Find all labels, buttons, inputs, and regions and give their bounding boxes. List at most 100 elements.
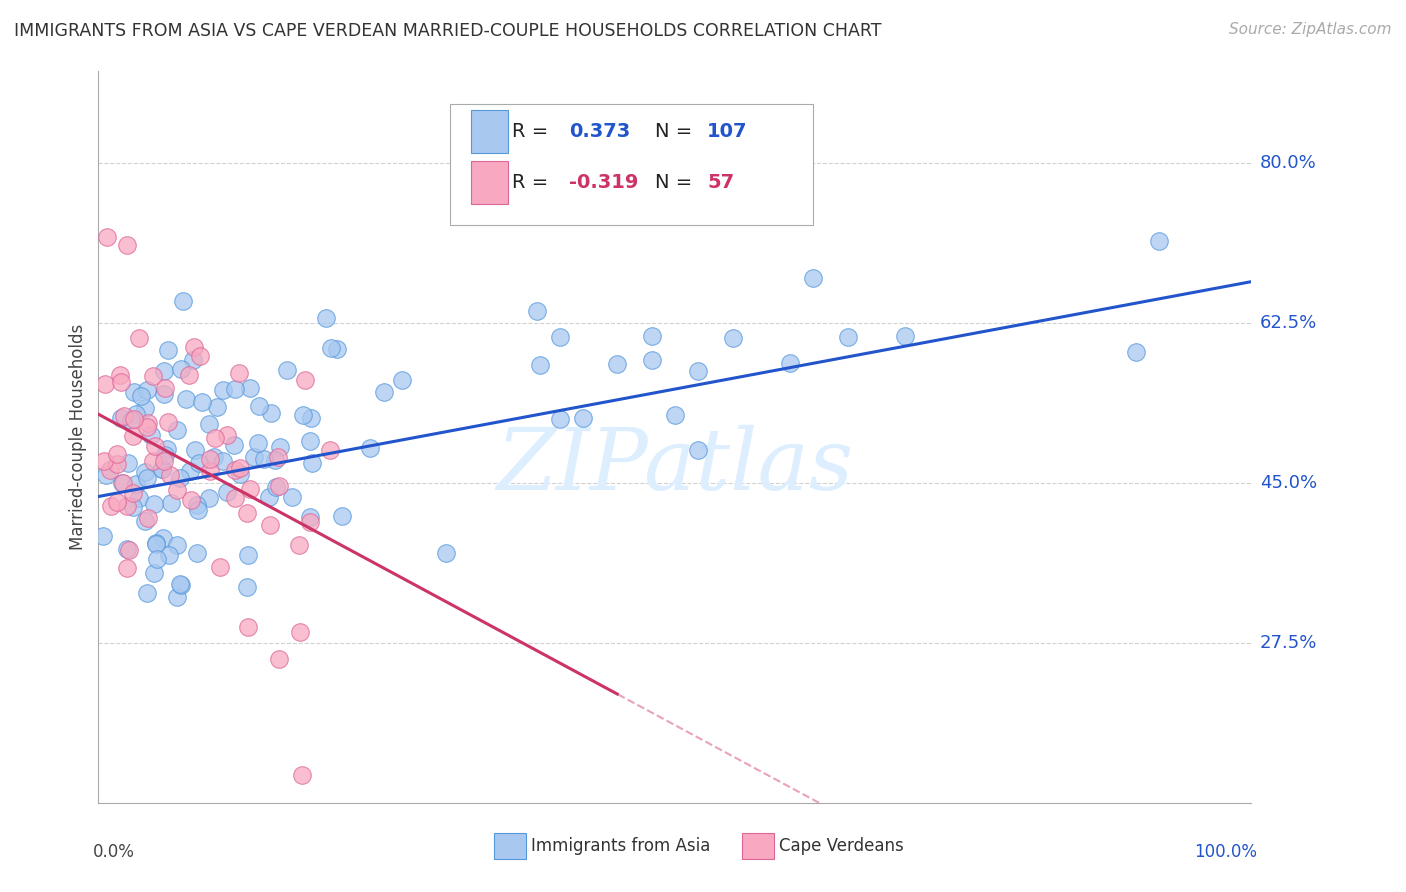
Point [145,536,167,550]
Point [107,447,129,461]
FancyBboxPatch shape [471,111,508,153]
Point [159,468,181,483]
Point [153,453,176,467]
Point [198,491,221,505]
Point [135,471,157,485]
Point [180,492,202,507]
Point [110,410,132,425]
Point [150,462,173,476]
Text: 62.5%: 62.5% [1260,314,1317,332]
Point [290,625,312,640]
Point [236,506,259,520]
Point [128,491,150,506]
Point [391,373,413,387]
Text: 0.0%: 0.0% [93,843,135,861]
Point [152,531,174,545]
Point [239,483,262,497]
Point [264,452,287,467]
Text: 100.0%: 100.0% [1194,843,1257,861]
Text: Immigrants from Asia: Immigrants from Asia [531,837,710,855]
Point [105,457,128,471]
Point [129,389,152,403]
Point [156,415,179,429]
Point [359,441,381,455]
Point [98,463,121,477]
Point [134,514,156,528]
Point [166,483,188,497]
Point [183,340,205,354]
Point [136,511,159,525]
Point [326,342,349,356]
Point [135,420,157,434]
Point [110,475,132,490]
Point [243,450,266,465]
Point [301,456,323,470]
Point [212,454,235,468]
Point [188,349,211,363]
Point [229,467,252,481]
Point [135,384,157,398]
Point [298,434,321,449]
Point [291,768,314,782]
Point [198,451,221,466]
Point [187,456,209,470]
Point [246,435,269,450]
Point [641,329,664,343]
Point [150,462,173,476]
Point [93,454,115,468]
Text: N =: N = [655,173,693,192]
Point [153,387,176,401]
Point [434,546,457,560]
Point [112,409,135,424]
Text: R =: R = [512,122,548,141]
Point [205,400,228,414]
Point [110,375,132,389]
Point [319,341,342,355]
Point [108,368,131,383]
Point [145,537,167,551]
Point [894,328,917,343]
Text: 45.0%: 45.0% [1260,474,1317,491]
Point [315,310,337,325]
Point [373,385,395,400]
Point [292,408,315,422]
Point [267,479,290,493]
Point [153,448,176,462]
Point [156,442,179,457]
Point [170,362,193,376]
Point [269,440,291,454]
Point [169,576,191,591]
Point [222,437,245,451]
Text: -0.319: -0.319 [569,173,638,192]
Point [125,407,148,421]
Point [224,463,246,477]
Text: Source: ZipAtlas.com: Source: ZipAtlas.com [1229,22,1392,37]
Point [267,652,290,666]
Point [142,368,165,383]
Point [239,381,262,395]
Point [122,429,145,443]
Point [120,412,142,426]
Point [259,517,281,532]
Point [294,373,316,387]
Point [122,384,145,399]
Point [298,510,321,524]
Point [837,329,859,343]
Point [1147,234,1170,248]
Text: 27.5%: 27.5% [1260,634,1317,652]
Point [801,271,824,285]
Point [211,383,233,397]
Point [779,356,801,370]
Point [299,411,322,425]
Point [548,411,571,425]
Point [142,454,165,468]
Point [276,363,298,377]
Point [117,499,139,513]
Point [548,329,571,343]
Point [100,499,122,513]
Text: 80.0%: 80.0% [1260,153,1316,172]
Point [229,461,252,475]
Point [330,509,353,524]
Point [571,411,593,425]
Point [186,498,208,512]
